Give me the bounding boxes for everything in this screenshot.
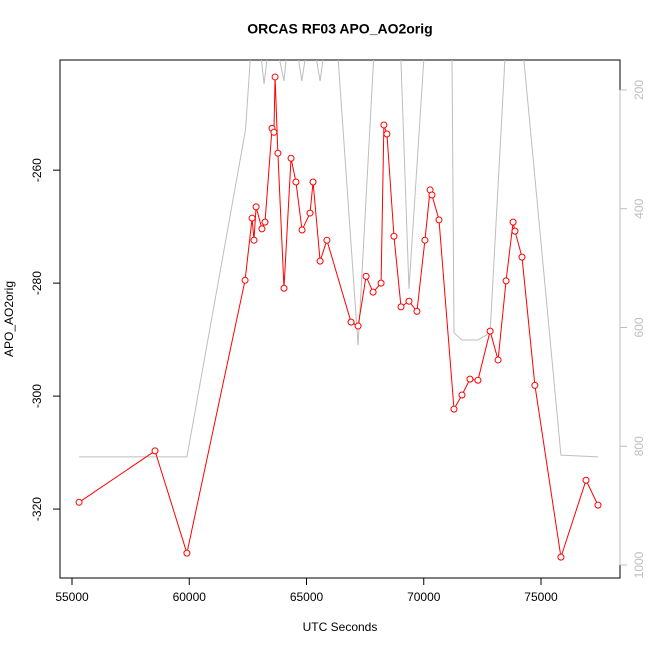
data-point [183,549,191,557]
data-point [380,121,388,129]
x-tick-label: 60000 [173,590,207,604]
data-point [270,128,278,136]
data-point [486,327,494,335]
data-point [252,203,260,211]
data-point [248,214,256,222]
y2-tick-label: 400 [632,198,646,218]
data-point [502,277,510,285]
data-point [151,447,159,455]
data-point [354,322,362,330]
data-point [405,297,413,305]
data-point [258,225,266,233]
data-point [316,257,324,265]
x-tick-label: 65000 [290,590,324,604]
plot-box [59,59,621,579]
data-point [298,226,306,234]
data-point [271,73,279,81]
y-tick-label: -260 [30,158,44,182]
y-axis-label: APO_AO2orig [2,281,16,357]
data-point [518,253,526,261]
data-point [435,216,443,224]
x-axis-label: UTC Seconds [303,620,378,634]
data-point [494,356,502,364]
data-point [261,218,269,226]
data-point [309,178,317,186]
data-point [383,130,391,138]
data-point [323,236,331,244]
y2-tick-label: 600 [632,317,646,337]
data-point [511,227,519,235]
y-tick-label: -320 [30,497,44,521]
y2-line [79,60,599,458]
data-point [509,218,517,226]
data-point [557,553,565,561]
data-point [458,391,466,399]
data-point [594,501,602,509]
data-point [274,149,282,157]
data-point [421,236,429,244]
data-point [280,284,288,292]
data-point [413,307,421,315]
y-tick-label: -280 [30,271,44,295]
data-point [250,236,258,244]
data-point [241,276,249,284]
x-tick-label: 75000 [524,590,558,604]
data-point [390,232,398,240]
x-tick-label: 70000 [407,590,441,604]
data-point [377,279,385,287]
data-line [78,76,599,558]
data-point [582,476,590,484]
data-point [362,272,370,280]
data-point [369,288,377,296]
data-point [428,191,436,199]
x-tick-label: 55000 [55,590,89,604]
y2-tick-label: 800 [632,436,646,456]
data-point [474,376,482,384]
data-point [531,381,539,389]
chart-title: ORCAS RF03 APO_AO2orig [247,21,432,37]
data-point [466,375,474,383]
data-point [75,498,83,506]
plot-area [75,60,602,561]
y-tick-label: -300 [30,384,44,408]
y2-tick-label: 200 [632,80,646,100]
data-point [450,405,458,413]
data-point [306,209,314,217]
data-point [287,154,295,162]
data-point [397,303,405,311]
data-point [292,178,300,186]
data-point [347,318,355,326]
y2-tick-label: 1000 [632,551,646,578]
